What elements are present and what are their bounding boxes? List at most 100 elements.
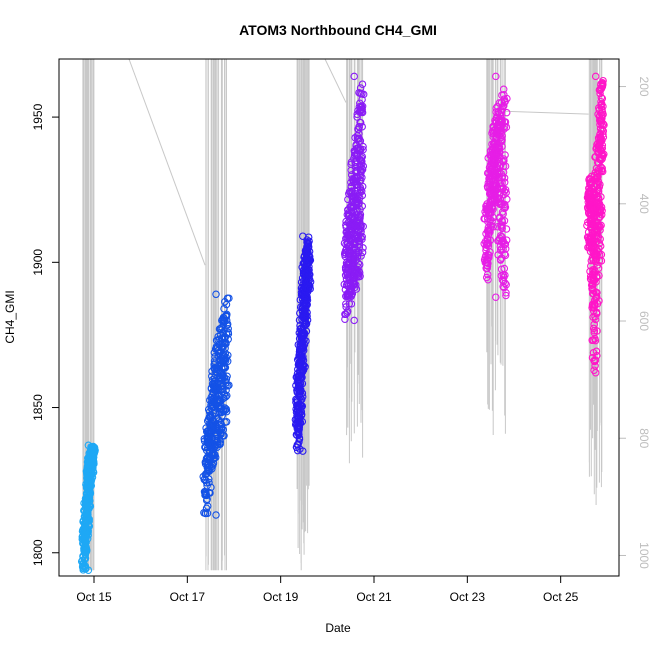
data-point: [222, 418, 231, 426]
data-point: [221, 344, 229, 353]
data-point: [485, 251, 493, 259]
data-point: [223, 391, 231, 400]
data-point: [358, 173, 366, 182]
data-point: [220, 407, 228, 416]
data-point: [592, 308, 601, 316]
data-point: [294, 424, 303, 432]
data-point: [301, 316, 309, 325]
data-point: [351, 163, 360, 171]
data-point: [220, 304, 228, 313]
data-point: [342, 300, 350, 308]
data-point: [85, 522, 94, 531]
data-point: [591, 313, 599, 321]
data-point: [306, 285, 314, 293]
y-tick-label: 1900: [31, 249, 45, 276]
data-point: [597, 163, 605, 171]
data-point: [224, 328, 232, 337]
data-point: [89, 468, 98, 477]
data-point: [595, 213, 604, 221]
data-point: [359, 145, 367, 154]
data-point: [295, 418, 303, 427]
data-point: [296, 401, 305, 409]
data-point: [596, 242, 605, 250]
data-point: [299, 361, 307, 370]
data-point: [222, 405, 231, 413]
data-point: [217, 401, 225, 410]
data-point: [297, 374, 306, 383]
data-point: [359, 222, 367, 231]
data-point: [304, 249, 312, 257]
data-point: [357, 222, 365, 231]
data-point: [488, 217, 496, 225]
data-point: [591, 368, 600, 377]
data-point: [590, 326, 599, 335]
data-point: [501, 151, 509, 159]
data-point: [216, 438, 225, 446]
data-point: [598, 125, 607, 134]
data-point: [355, 268, 364, 277]
data-point: [502, 236, 511, 244]
y-tick-label: 1800: [31, 539, 45, 566]
y2-tick-label: 600: [637, 311, 650, 331]
data-point: [500, 250, 509, 258]
data-point: [206, 489, 214, 497]
data-point: [358, 233, 366, 241]
data-point: [342, 310, 350, 319]
data-point: [202, 504, 211, 513]
data-point: [83, 508, 92, 517]
data-point: [359, 162, 368, 170]
data-point: [501, 186, 510, 194]
data-point: [597, 137, 605, 146]
data-point: [486, 228, 494, 236]
data-point: [85, 517, 93, 525]
data-point: [305, 247, 314, 256]
data-point: [303, 308, 311, 317]
data-point: [591, 336, 600, 345]
data-point: [293, 446, 302, 455]
data-point: [350, 72, 358, 81]
data-point: [595, 200, 604, 208]
series-segment-1: [77, 441, 99, 574]
data-point: [210, 454, 219, 463]
data-point: [299, 365, 307, 374]
data-point: [223, 294, 232, 303]
data-point: [356, 205, 364, 214]
data-point: [82, 544, 91, 552]
data-point: [223, 320, 232, 328]
data-point: [483, 258, 491, 267]
data-point: [302, 312, 310, 320]
data-point: [347, 300, 356, 308]
data-point: [355, 137, 363, 146]
data-point: [302, 269, 311, 278]
series-segment-2: [199, 290, 233, 519]
series-segment-3: [291, 232, 315, 455]
data-point: [212, 511, 220, 519]
data-point: [306, 282, 314, 290]
altitude-connector: [324, 58, 347, 103]
data-point: [357, 187, 366, 196]
data-point: [500, 264, 509, 273]
data-point: [355, 123, 363, 131]
data-point: [207, 483, 215, 492]
data-point: [592, 250, 600, 258]
data-point: [220, 432, 228, 440]
data-point: [201, 509, 210, 518]
data-point: [599, 76, 607, 85]
data-point: [351, 256, 360, 265]
data-point: [595, 271, 603, 280]
data-point: [298, 417, 307, 426]
data-point: [499, 210, 507, 218]
data-point: [587, 262, 595, 270]
data-point: [223, 372, 231, 381]
data-point: [351, 283, 359, 292]
data-point: [489, 223, 497, 231]
x-tick-label: Oct 15: [76, 590, 112, 604]
data-point: [497, 133, 505, 142]
data-point: [596, 134, 605, 143]
data-point: [303, 267, 311, 275]
data-point: [358, 191, 367, 200]
data-point: [598, 112, 606, 120]
data-point: [224, 325, 232, 333]
data-point: [483, 264, 491, 273]
y2-tick-label: 400: [637, 194, 650, 214]
